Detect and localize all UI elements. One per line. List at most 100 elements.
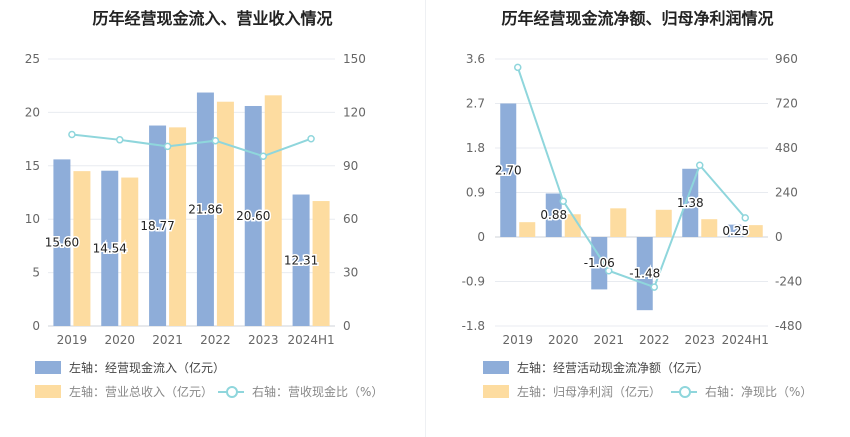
- bar-bar-series-1: [727, 224, 744, 237]
- line-point: [559, 197, 567, 205]
- x-tick-label: 2020: [104, 333, 135, 347]
- bar-series-2: [564, 214, 581, 237]
- bar-series-2: [169, 127, 187, 327]
- bar-bar-series-1: [244, 105, 262, 326]
- chart-title: 历年经营现金流净额、归母净利润情况: [501, 9, 774, 28]
- y-left-tick-label: 0: [477, 230, 485, 244]
- legend-item-net-cash-ratio[interactable]: 右轴：净现比（%）: [671, 383, 812, 400]
- y-left-tick-label: 25: [25, 52, 40, 66]
- bar-bar-series-1: [636, 237, 653, 311]
- bar-series-2: [312, 201, 330, 326]
- y-right-tick-label: -480: [775, 319, 802, 333]
- line-point: [68, 130, 76, 139]
- chart-title: 历年经营现金流入、营业收入情况: [92, 9, 333, 28]
- y-right-tick-label: 150: [343, 52, 366, 66]
- line-point: [259, 152, 267, 160]
- bar-data-label: -1.48: [629, 267, 660, 281]
- line-point: [211, 136, 220, 145]
- bar-series-2: [264, 95, 282, 326]
- legend-swatch: [483, 361, 509, 374]
- y-right-tick-label: 720: [775, 97, 798, 111]
- legend-label: 左轴：经营活动现金流净额（亿元）: [517, 361, 710, 375]
- chart-panel-cashflow-revenue: 历年经营现金流入、营业收入情况 0 5 10 15 20 25 0 30 60 90 120 150 2…: [25, 9, 384, 400]
- x-tick-label: 2023: [248, 333, 279, 347]
- legend-label: 右轴：净现比（%）: [705, 385, 813, 399]
- x-tick-label: 2024H1: [287, 333, 334, 347]
- y-left-tick-label: 5: [32, 266, 40, 280]
- bar-bar-series-1: [196, 92, 214, 326]
- line-point: [696, 161, 704, 169]
- line-series-ratio: [71, 133, 312, 158]
- line-point: [163, 142, 172, 151]
- legend-item-net-profit[interactable]: 左轴：归母净利润（亿元）: [483, 383, 661, 400]
- bar-data-label: 1.38: [677, 196, 704, 210]
- legend-swatch: [35, 361, 61, 374]
- y-left-tick-label: 0.9: [466, 186, 485, 200]
- panel-divider: [425, 0, 426, 437]
- legend-item-revenue[interactable]: 左轴：营业总收入（亿元）: [35, 383, 213, 400]
- legend-item-cash-ratio[interactable]: 右轴：营收现金比（%）: [218, 383, 383, 400]
- y-right-tick-label: 480: [775, 141, 798, 155]
- legend-label: 左轴：营业总收入（亿元）: [69, 385, 214, 399]
- chart-svg-netcash-profit: -1.8 -0.9 0 0.9 1.8 2.7 3.6 -480 -240 0 240 480 720 9…: [462, 52, 803, 347]
- legend-item-cash-inflow[interactable]: 左轴：经营现金流入（亿元）: [35, 359, 225, 376]
- bar-series-2: [655, 209, 672, 237]
- bar-bar-series-1: [682, 168, 699, 237]
- y-left-tick-label: 2.7: [466, 97, 485, 111]
- y-right-tick-label: 0: [775, 230, 783, 244]
- y-left-tick-label: -1.8: [462, 319, 485, 333]
- chart-svg-cashflow-revenue: 0 5 10 15 20 25 0 30 60 90 120 150 2019 2020 2021 2022 2…: [25, 52, 366, 347]
- bar-bar-series-1: [149, 125, 167, 326]
- x-tick-label: 2022: [200, 333, 231, 347]
- bar-series-2: [701, 219, 718, 237]
- bar-series-2: [519, 222, 536, 237]
- bar-series-2: [610, 208, 627, 237]
- y-right-tick-label: 30: [343, 266, 358, 280]
- line-point: [116, 136, 124, 144]
- y-right-tick-label: 60: [343, 212, 358, 226]
- legend-line-swatch: [671, 385, 697, 398]
- bar-data-label: 14.54: [93, 241, 127, 255]
- bar-data-label: 12.31: [284, 253, 318, 267]
- x-tick-label: 2022: [639, 333, 670, 347]
- chart-panel-netcash-profit: 历年经营现金流净额、归母净利润情况 -1.8 -0.9 0 0.9 1.8 2.7 3.6-…: [425, 0, 850, 437]
- y-right-tick-label: 90: [343, 159, 358, 173]
- y-right-tick-label: 960: [775, 52, 798, 66]
- y-left-tick-label: 1.8: [466, 141, 485, 155]
- x-tick-label: 2021: [593, 333, 624, 347]
- y-left-tick-label: 0: [32, 319, 40, 333]
- bar-series-2: [216, 101, 234, 326]
- line-point: [514, 63, 522, 72]
- legend-label: 左轴：归母净利润（亿元）: [517, 385, 662, 399]
- legend-label: 左轴：经营现金流入（亿元）: [69, 361, 226, 375]
- x-tick-label: 2020: [548, 333, 579, 347]
- line-point: [605, 266, 613, 275]
- bar-data-label: 2.70: [495, 163, 522, 177]
- bar-bar-series-1: [545, 193, 562, 237]
- x-tick-label: 2019: [57, 333, 88, 347]
- y-left-tick-label: 3.6: [466, 52, 485, 66]
- y-right-tick-label: -240: [775, 275, 802, 289]
- y-right-tick-label: 0: [343, 319, 351, 333]
- line-series-ratio: [516, 67, 747, 289]
- legend-line-swatch: [218, 385, 244, 398]
- legend-swatch: [483, 385, 509, 398]
- x-tick-label: 2024H1: [722, 333, 769, 347]
- legend-item-net-cashflow[interactable]: 左轴：经营活动现金流净额（亿元）: [483, 359, 709, 376]
- x-tick-label: 2021: [152, 333, 183, 347]
- bar-data-label: 18.77: [140, 219, 174, 233]
- bar-bar-series-1: [292, 194, 310, 326]
- bar-series-2: [746, 225, 763, 237]
- x-tick-label: 2019: [502, 333, 533, 347]
- line-point: [307, 134, 315, 143]
- bar-bar-series-1: [53, 159, 71, 326]
- bar-series-2: [73, 171, 91, 326]
- bar-data-label: 0.25: [722, 224, 749, 238]
- x-tick-label: 2023: [684, 333, 715, 347]
- y-right-tick-label: 240: [775, 186, 798, 200]
- legend-swatch: [35, 385, 61, 398]
- y-right-tick-label: 120: [343, 105, 366, 119]
- bar-data-label: 20.60: [236, 209, 270, 223]
- y-left-tick-label: 20: [25, 105, 40, 119]
- line-point: [741, 214, 749, 222]
